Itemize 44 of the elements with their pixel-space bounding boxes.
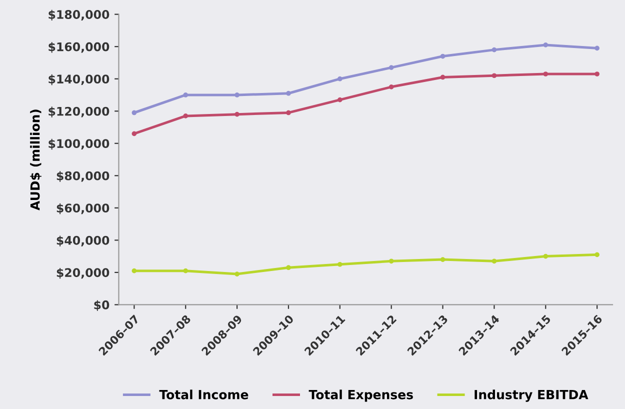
y-tick-label: $100,000 — [48, 138, 110, 150]
point — [132, 110, 137, 116]
y-tick-label: $180,000 — [48, 10, 110, 21]
point — [543, 72, 548, 76]
point — [492, 73, 497, 78]
point — [594, 252, 600, 258]
point — [543, 254, 548, 259]
point — [337, 76, 342, 82]
y-tick-label: $60,000 — [56, 203, 110, 214]
point — [440, 257, 446, 262]
point — [492, 258, 497, 264]
y-tick-label: $140,000 — [48, 74, 110, 86]
y-axis-title: AUD$ (million) — [30, 110, 42, 210]
point — [388, 258, 394, 264]
point — [543, 42, 548, 48]
legend-label: Industry EBITDA — [474, 390, 588, 402]
y-tick-label: $0 — [94, 300, 110, 311]
point — [183, 114, 188, 118]
point — [594, 46, 600, 51]
point — [286, 265, 291, 270]
y-tick-label: $40,000 — [56, 236, 110, 246]
y-tick-label: $120,000 — [48, 106, 110, 118]
legend-label: Total Income — [159, 390, 248, 400]
point — [286, 90, 291, 96]
point — [337, 97, 342, 102]
point — [388, 65, 394, 70]
y-tick-label: $20,000 — [56, 268, 110, 279]
point — [132, 131, 137, 136]
point — [440, 74, 446, 80]
point — [388, 84, 394, 90]
point — [286, 110, 291, 116]
point — [337, 262, 342, 267]
point — [440, 54, 446, 59]
point — [183, 268, 188, 274]
point — [132, 268, 137, 274]
point — [594, 72, 600, 76]
point — [234, 112, 240, 117]
point — [492, 47, 497, 52]
legend-label: Total Expenses — [308, 390, 413, 402]
point — [183, 92, 188, 98]
point — [234, 92, 240, 98]
point — [234, 272, 240, 276]
y-tick-label: $80,000 — [56, 171, 110, 182]
y-tick-label: $160,000 — [48, 42, 110, 53]
